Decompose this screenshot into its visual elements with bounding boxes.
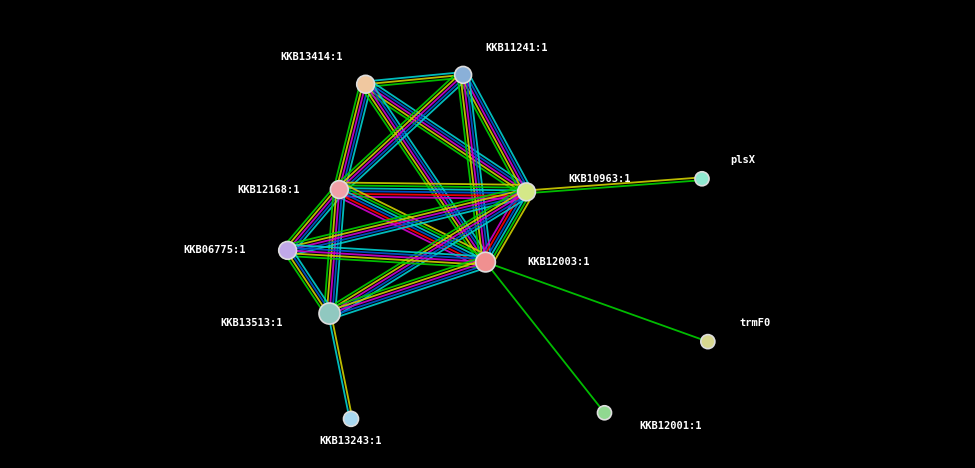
Text: plsX: plsX xyxy=(730,155,756,165)
Text: KKB12003:1: KKB12003:1 xyxy=(527,257,590,267)
Text: KKB10963:1: KKB10963:1 xyxy=(568,174,631,184)
Text: KKB12001:1: KKB12001:1 xyxy=(640,421,702,431)
Text: KKB13513:1: KKB13513:1 xyxy=(220,318,283,328)
Text: KKB06775:1: KKB06775:1 xyxy=(183,245,246,256)
Circle shape xyxy=(454,66,472,83)
Text: trmF0: trmF0 xyxy=(739,318,770,328)
Circle shape xyxy=(695,172,709,186)
Text: KKB13243:1: KKB13243:1 xyxy=(320,436,382,446)
Circle shape xyxy=(319,303,340,324)
Text: KKB12168:1: KKB12168:1 xyxy=(238,184,300,195)
Circle shape xyxy=(331,181,348,198)
Circle shape xyxy=(279,241,296,259)
Text: KKB13414:1: KKB13414:1 xyxy=(281,52,343,62)
Circle shape xyxy=(343,411,359,426)
Circle shape xyxy=(357,75,374,93)
Circle shape xyxy=(701,335,715,349)
Text: KKB11241:1: KKB11241:1 xyxy=(486,43,548,53)
Circle shape xyxy=(598,406,611,420)
Circle shape xyxy=(518,183,535,201)
Circle shape xyxy=(476,252,495,272)
